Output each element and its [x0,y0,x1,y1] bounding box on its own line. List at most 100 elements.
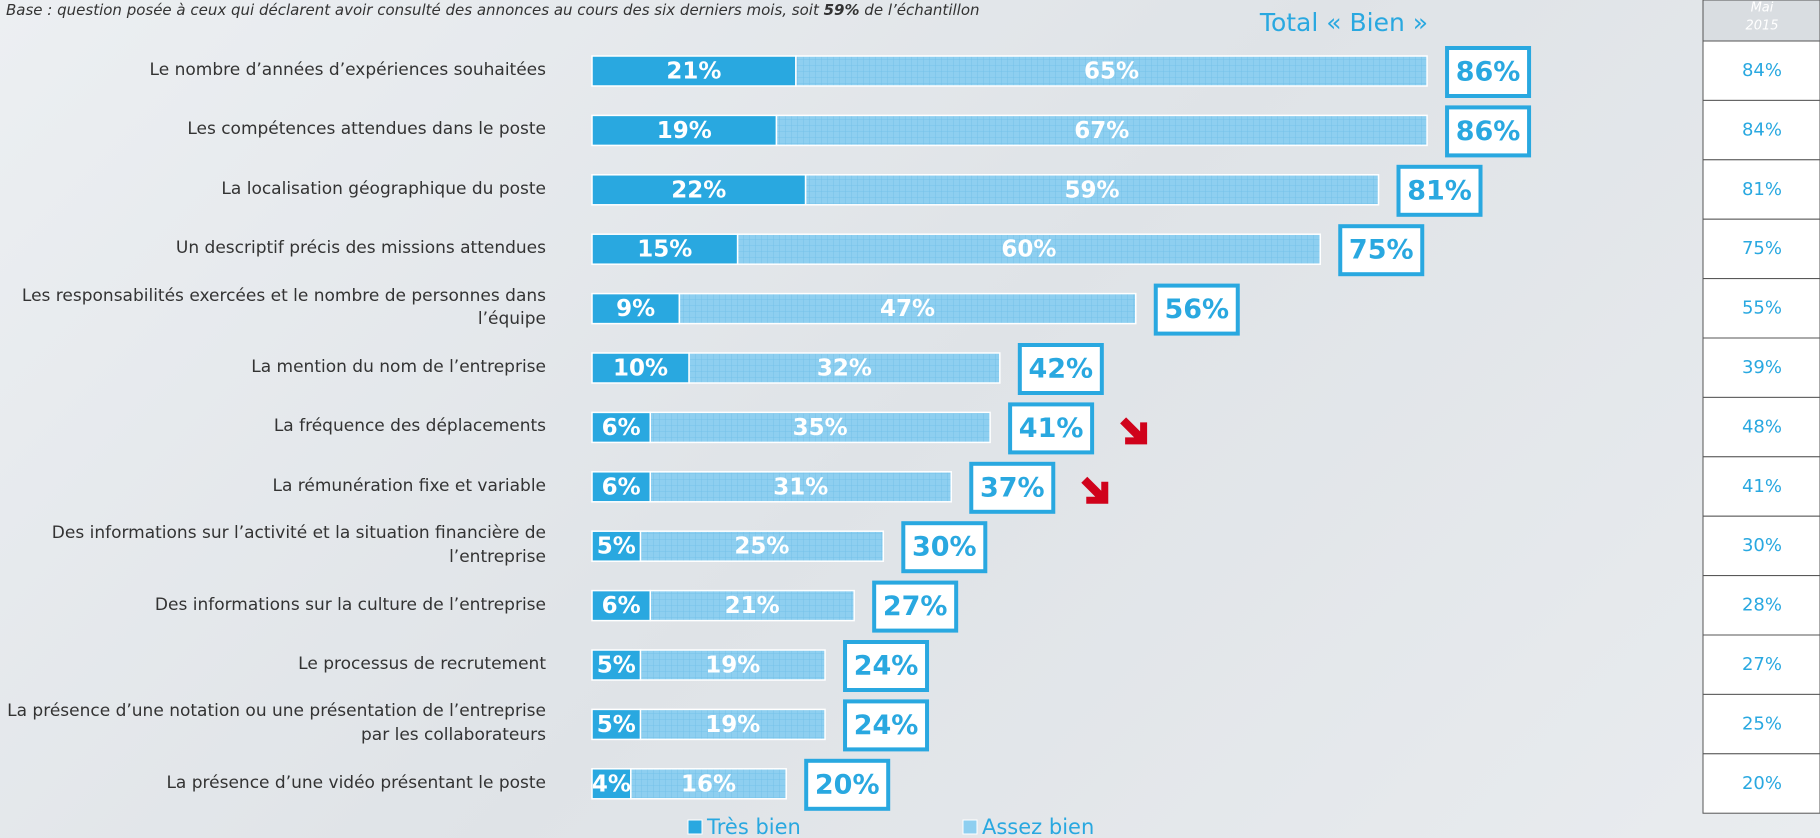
bar-segment [591,55,797,87]
category-label: Des informations sur la culture de l’ent… [154,594,546,615]
subtitle-part: Base : question posée à ceux qui déclare… [6,1,824,19]
bar-segment [649,471,953,503]
subtitle-part: de l’échantillon [860,1,980,19]
comparison-cell [1702,456,1820,517]
category-label: La fréquence des déplacements [273,416,546,437]
total-label: 24% [854,651,919,682]
total-box [1445,46,1532,98]
bar-segment [795,55,1428,87]
comparison-value: 27% [1742,654,1782,675]
value-label: 5% [597,534,636,560]
total-box [804,758,891,811]
value-label: 4% [592,771,631,797]
comparison-value: 81% [1742,179,1782,200]
value-label: 16% [681,771,736,797]
comparison-cell [1702,693,1820,755]
value-label: 6% [602,415,641,441]
total-label: 81% [1407,175,1472,206]
comparison-value: 28% [1742,595,1782,616]
subtitle: Base : question posée à ceux qui déclare… [6,1,980,19]
total-label: 86% [1456,57,1521,88]
bar-segment [736,233,1321,265]
value-label: 47% [880,296,935,322]
bar-segment [775,114,1428,147]
bar-segment [591,471,652,503]
bar-segment [804,174,1380,206]
value-label: 35% [793,415,848,441]
bar-segment [591,174,807,206]
bar-segment [591,589,652,622]
value-label: 5% [597,653,636,679]
bar-segment [591,708,642,741]
total-label: 24% [854,710,919,741]
value-label: 6% [602,593,641,619]
trend-arrow [1081,476,1109,504]
bar-segment [591,530,642,562]
value-label: 21% [666,59,721,85]
value-label: 6% [602,474,641,500]
comparison-cell [1702,337,1820,398]
total-box [1396,164,1483,217]
total-box [843,640,930,692]
trend-arrow [1120,417,1148,445]
total-label: 20% [815,769,880,800]
total-label: 56% [1164,294,1229,325]
total-box [872,580,959,633]
value-label: 21% [725,593,780,619]
category-label: Le nombre d’années d’expériences souhait… [149,60,546,81]
comparison-cell [1702,278,1820,339]
bar-segment [639,708,826,741]
legend-swatch [687,819,703,835]
comparison-title: 2015 [1745,19,1778,34]
bar-segment [591,233,739,265]
total-label: 41% [1019,413,1084,444]
bar-segment [639,649,826,681]
total-label: 30% [912,532,977,563]
value-label: 60% [1001,237,1056,263]
category-label: Un descriptif précis des missions attend… [175,238,546,259]
comparison-cell [1702,218,1820,280]
comparison-value: 48% [1742,416,1782,437]
bar-segment [591,768,632,800]
total-box [1338,224,1425,277]
value-label: 25% [734,534,789,560]
comparison-cell [1702,396,1820,458]
bar-segment [639,530,885,562]
comparison-cell [1702,575,1820,636]
total-box [1008,402,1095,455]
value-label: 9% [616,296,655,322]
comparison-value: 39% [1742,357,1782,378]
value-label: 15% [637,237,692,263]
comparison-cell [1702,159,1820,220]
total-box [843,699,930,752]
category-label: Les responsabilités exercées et le nombr… [21,285,546,330]
comparison-value: 30% [1742,535,1782,556]
category-label: Des informations sur l’activité et la si… [51,523,546,568]
comparison-value: 55% [1742,298,1782,319]
total-box [901,521,988,574]
value-label: 31% [773,474,828,500]
total-box [969,461,1056,514]
value-label: 10% [613,356,668,382]
bar-segment [649,411,991,444]
comparison-value: 84% [1742,119,1782,140]
total-label: 27% [883,591,948,622]
comparison-cell [1702,515,1820,577]
comparison-value: 25% [1742,713,1782,734]
total-box [1153,283,1240,336]
value-label: 32% [817,356,872,382]
legend-label: Assez bien [982,815,1094,838]
bar-segment [630,768,787,800]
bar-segment [591,114,778,147]
category-label: La rémunération fixe et variable [272,475,546,496]
category-label: La présence d’une vidéo présentant le po… [166,772,546,793]
comparison-cell [1702,753,1820,814]
total-title: Total « Bien » [1259,8,1428,37]
comparison-cell [1702,99,1820,161]
value-label: 67% [1074,118,1129,144]
category-label: Les compétences attendues dans le poste [187,119,546,140]
total-box [1017,343,1104,395]
category-label: La localisation géographique du poste [221,178,546,199]
